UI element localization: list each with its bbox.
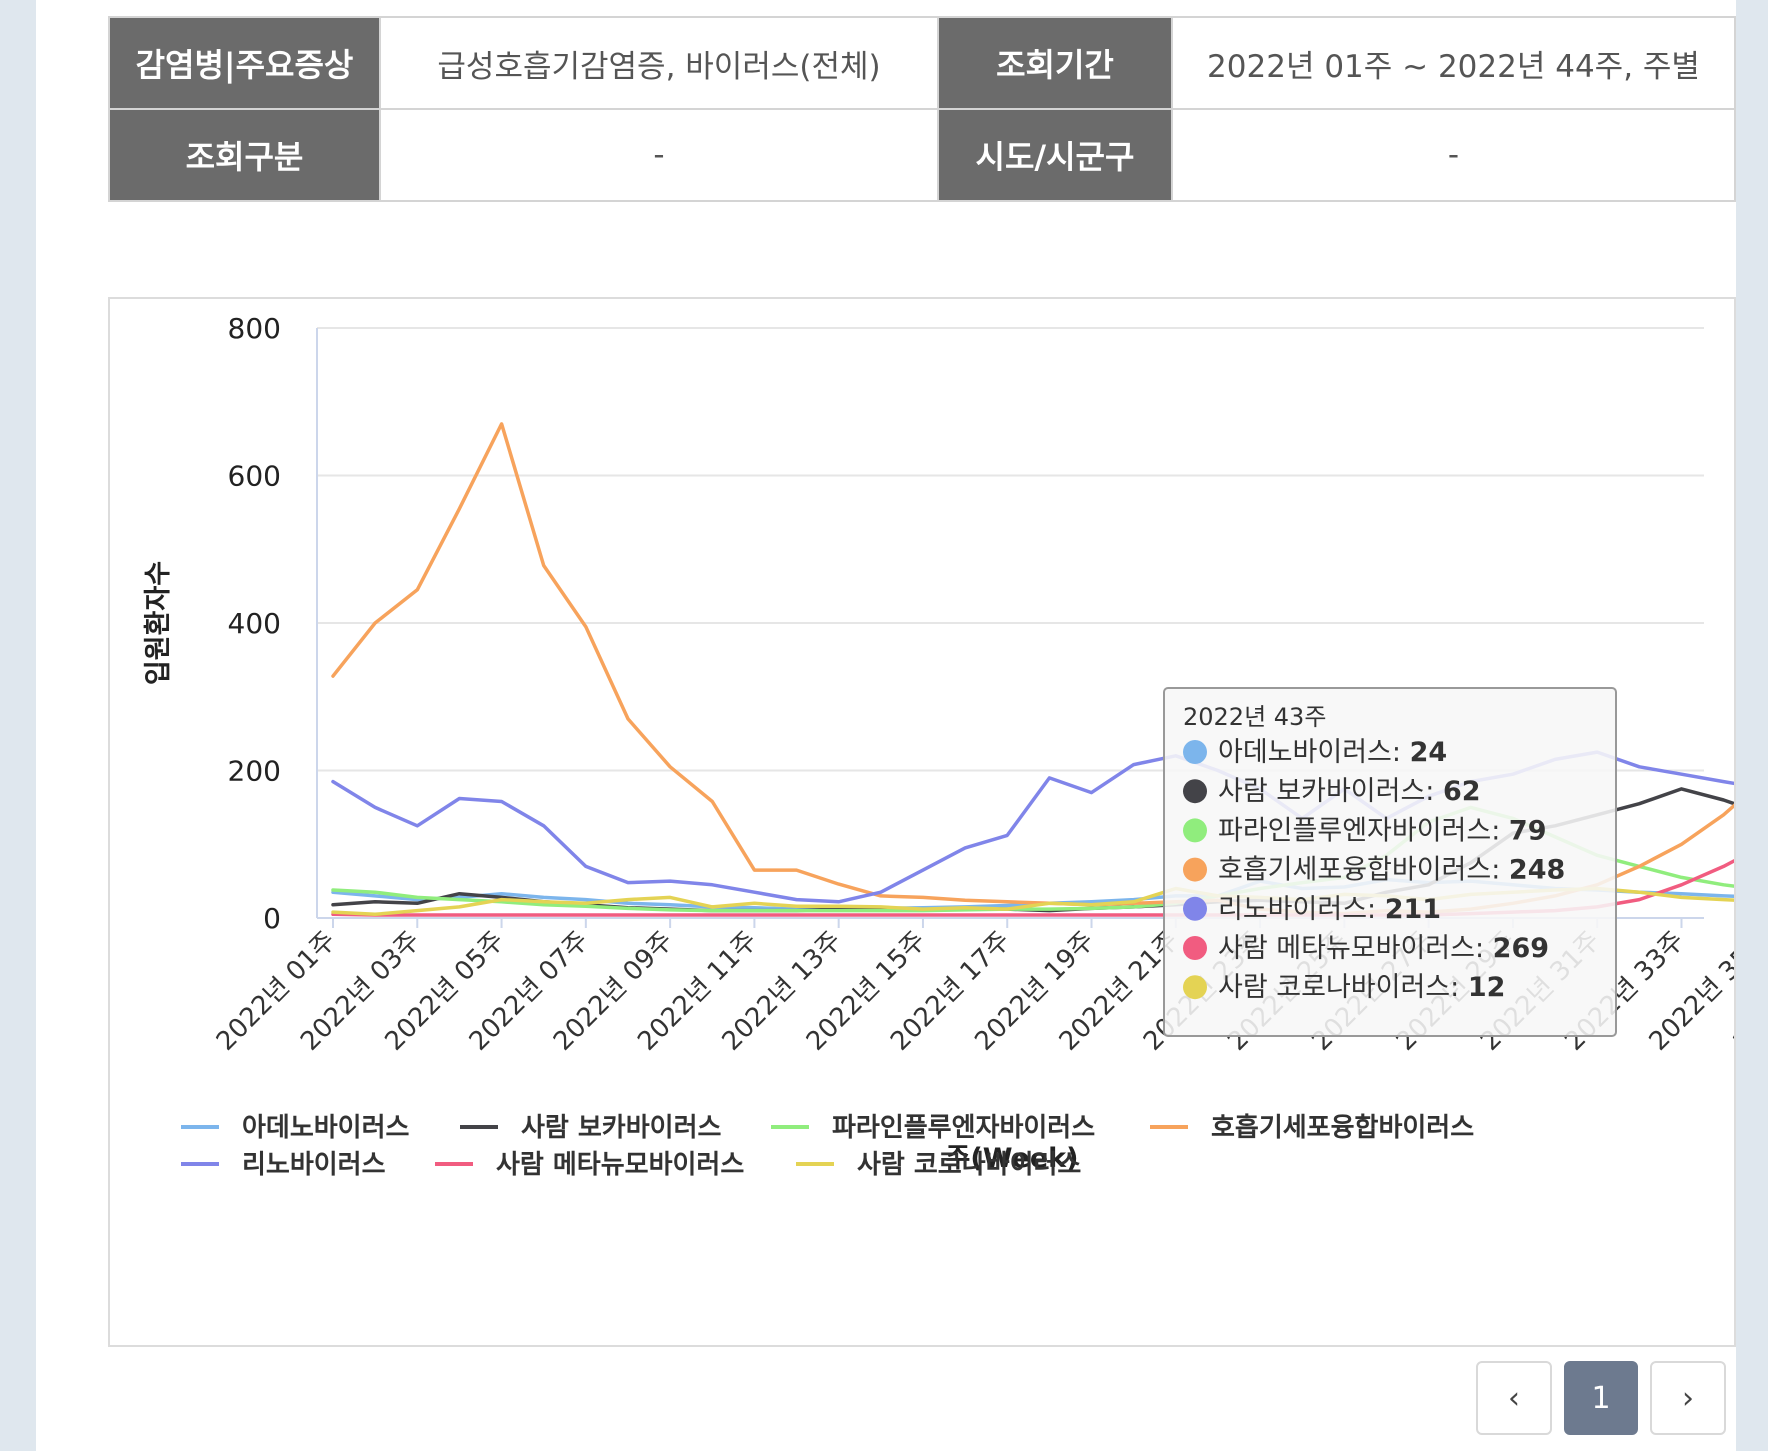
tooltip-row: 호흡기세포융합바이러스: 248 [1218,855,1565,886]
y-tick-label: 0 [263,902,281,935]
tooltip-dot-meta [1183,936,1207,960]
tooltip-row-value: 12 [1468,972,1506,1003]
legend-item-rhino[interactable]: 리노바이러스 [242,1150,386,1180]
tooltip-dot-rsv [1183,857,1207,882]
tooltip-row-value: 211 [1385,894,1441,925]
tooltip-row: 사람 코로나바이러스: 12 [1218,972,1505,1003]
disease-value: 급성호흡기감염증, 바이러스(전체) [379,16,939,110]
next-page-button[interactable]: › [1650,1361,1726,1435]
tooltip-row: 리노바이러스: 211 [1218,894,1441,925]
tooltip-dot-corona [1183,975,1207,1000]
tooltip-row-label: 리노바이러스: [1218,894,1385,925]
tooltip-row-label: 사람 보카바이러스: [1218,776,1443,807]
tooltip-dot-flu [1183,818,1207,843]
period-value: 2022년 01주 ~ 2022년 44주, 주별 [1171,16,1736,110]
tooltip-header: 2022년 43주 [1183,703,1326,731]
tooltip-row: 사람 메타뉴모바이러스: 269 [1218,933,1549,964]
tooltip-row-label: 호흡기세포융합바이러스: [1218,855,1509,886]
page: 감염병|주요증상 급성호흡기감염증, 바이러스(전체) 조회기간 2022년 0… [36,0,1736,1451]
legend-item-corona[interactable]: 사람 코로나바이러스 [857,1150,1081,1180]
tooltip-row-label: 사람 메타뉴모바이러스: [1218,933,1493,964]
region-label: 시도/시군구 [937,108,1173,202]
tooltip-dot-boca [1183,779,1207,804]
y-tick-label: 600 [228,460,281,493]
tooltip-row-value: 269 [1493,933,1549,964]
tooltip-row: 파라인플루엔자바이러스: 79 [1218,815,1547,846]
disease-label: 감염병|주요증상 [108,16,381,110]
prev-page-button[interactable]: ‹ [1476,1361,1552,1435]
tooltip-row-label: 파라인플루엔자바이러스: [1218,815,1509,846]
y-tick-label: 400 [228,607,281,640]
tooltip-box [1163,687,1617,1037]
legend-item-flu[interactable]: 파라인플루엔자바이러스 [832,1113,1095,1143]
tooltip-row-value: 79 [1509,815,1547,846]
legend-item-boca[interactable]: 사람 보카바이러스 [521,1113,721,1143]
legend-item-meta[interactable]: 사람 메타뉴모바이러스 [496,1150,744,1180]
filter-table: 감염병|주요증상 급성호흡기감염증, 바이러스(전체) 조회기간 2022년 0… [108,16,1736,202]
legend-item-rsv[interactable]: 호흡기세포융합바이러스 [1211,1113,1474,1143]
region-value: - [1171,108,1736,202]
category-value: - [379,108,939,202]
period-label: 조회기간 [937,16,1173,110]
tooltip-row-label: 사람 코로나바이러스: [1218,972,1468,1003]
category-label: 조회구분 [108,108,381,202]
tooltip-row-label: 아데노바이러스: [1218,737,1410,768]
chart-container: 0 200 400 600 800 2022년 01주 2022년 03주 2022년 05주… [108,297,1736,1347]
x-axis-title: 주(Week) [946,1143,1079,1174]
tooltip-row-value: 24 [1410,737,1448,768]
tooltip-row-value: 62 [1443,776,1481,807]
current-page-button[interactable]: 1 [1564,1361,1638,1435]
y-axis-title: 입원환자수 [143,561,174,685]
tooltip-dot-adeno [1183,740,1207,764]
legend-item-adeno[interactable]: 아데노바이러스 [242,1113,410,1143]
y-tick-label: 200 [228,755,281,788]
tooltip-row: 아데노바이러스: 24 [1218,737,1447,768]
tooltip-row-value: 248 [1509,855,1565,886]
tooltip-dot-rhino [1183,896,1207,921]
tooltip-row: 사람 보카바이러스: 62 [1218,776,1481,807]
y-tick-label: 800 [228,312,281,345]
